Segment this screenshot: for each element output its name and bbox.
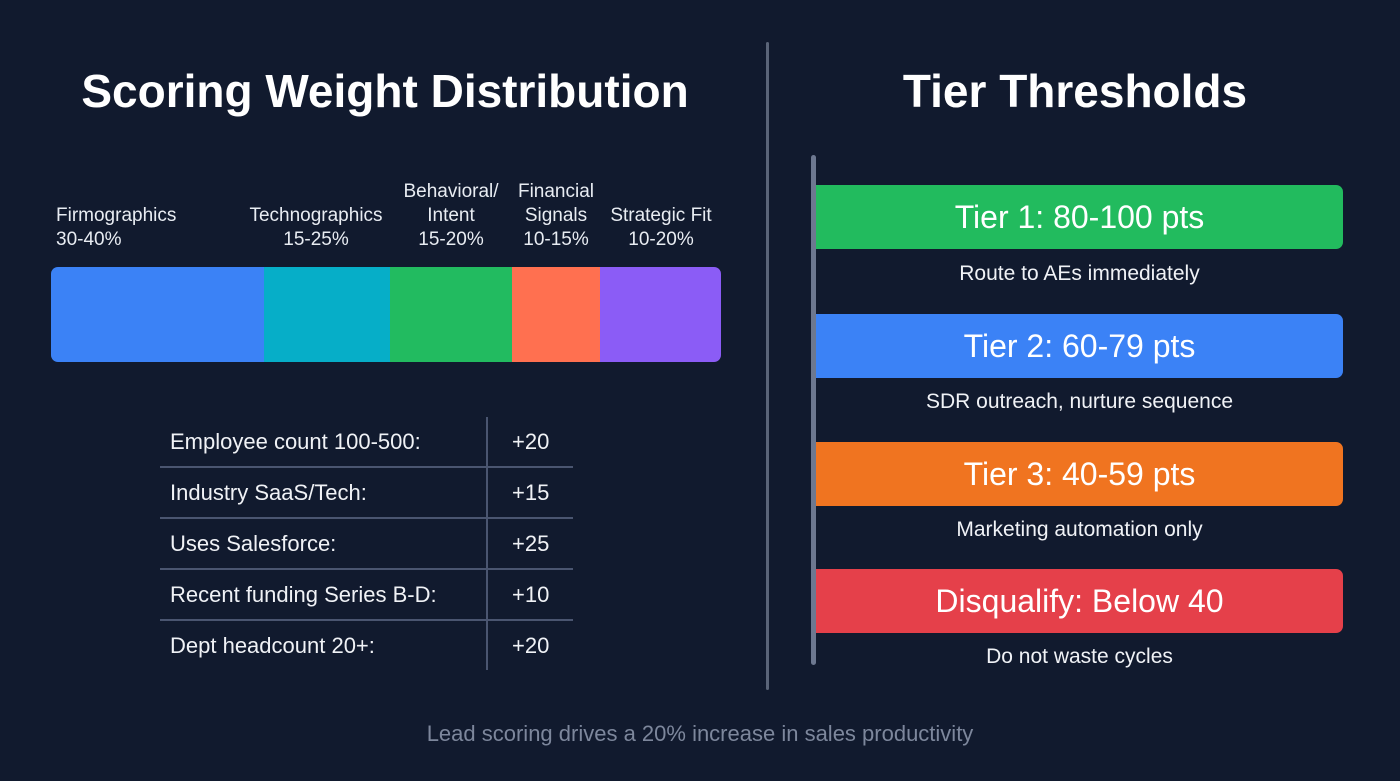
segment-financial-signals [512, 267, 600, 362]
table-row: Dept headcount 20+: +20 [160, 621, 573, 670]
tier-1-badge: Tier 1: 80-100 pts [816, 185, 1343, 249]
tier-3-badge: Tier 3: 40-59 pts [816, 442, 1343, 506]
segment-strategic-fit [600, 267, 721, 362]
segment-label-strategic-fit: Strategic Fit 10-20% [610, 205, 712, 250]
scoring-points-table: Employee count 100-500: +20 Industry SaaS… [160, 417, 573, 670]
segment-label-financial: Financial Signals 10-15% [517, 181, 595, 250]
segment-label-technographics: Technographics 15-25% [249, 205, 383, 250]
tier-timeline-line [811, 155, 816, 665]
weight-distribution-bar [51, 267, 721, 362]
table-row: Recent funding Series B-D: +10 [160, 570, 573, 621]
segment-behavioral-intent [390, 267, 512, 362]
tier-1-description: Route to AEs immediately [959, 262, 1200, 285]
segment-technographics [264, 267, 390, 362]
segment-label-firmographics: Firmographics 30-40% [56, 205, 177, 250]
tier-3-description: Marketing automation only [956, 518, 1203, 541]
table-row: Employee count 100-500: +20 [160, 417, 573, 468]
table-row: Uses Salesforce: +25 [160, 519, 573, 570]
table-row: Industry SaaS/Tech: +15 [160, 468, 573, 519]
tier-2-badge: Tier 2: 60-79 pts [816, 314, 1343, 378]
tier-2-description: SDR outreach, nurture sequence [925, 390, 1233, 413]
segment-firmographics [51, 267, 264, 362]
footer-caption: Lead scoring drives a 20% increase in sa… [426, 721, 974, 746]
disqualify-description: Do not waste cycles [986, 645, 1173, 668]
segment-label-behavioral: Behavioral/Intent 15-20% [403, 181, 499, 250]
scoring-weight-title: Scoring Weight Distribution [81, 65, 689, 117]
section-divider [766, 42, 769, 690]
disqualify-badge: Disqualify: Below 40 [816, 569, 1343, 633]
tier-thresholds-title: Tier Thresholds [902, 65, 1248, 117]
